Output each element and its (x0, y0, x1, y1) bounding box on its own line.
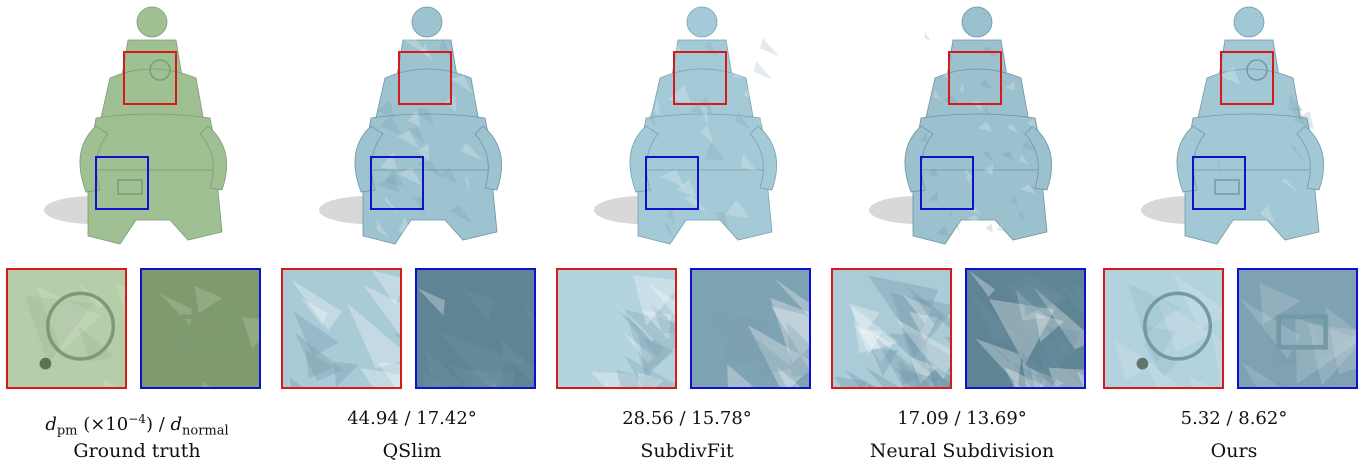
red-zoom-crop (281, 268, 402, 389)
metric-value: 17.09 / 13.69° (897, 408, 1027, 429)
method-label: QSlim (382, 440, 442, 462)
method-label: Ours (1210, 440, 1258, 462)
blue-zoom-crop (690, 268, 811, 389)
blue-zoom-crop (1237, 268, 1358, 389)
metric-value: 28.56 / 15.78° (622, 408, 752, 429)
red-zoom-crop (1103, 268, 1224, 389)
red-zoom-crop (831, 268, 952, 389)
gnome-render (825, 0, 1099, 260)
red-zoom-crop (6, 268, 127, 389)
gnome-render (1097, 0, 1371, 260)
column-subdivfit: 28.56 / 15.78° SubdivFit (550, 0, 824, 465)
gnome-render (550, 0, 824, 260)
red-zoom-crop (556, 268, 677, 389)
column-qslim: 44.94 / 17.42° QSlim (275, 0, 549, 465)
metric-header: dpm (×10−4) / dnormal (45, 412, 229, 439)
metric-value: 5.32 / 8.62° (1180, 408, 1288, 429)
column-neural-subdivision: 17.09 / 13.69° Neural Subdivision (825, 0, 1099, 465)
gnome-render (0, 0, 274, 260)
method-label: Ground truth (73, 440, 201, 462)
blue-zoom-crop (415, 268, 536, 389)
metric-value: 44.94 / 17.42° (347, 408, 477, 429)
gnome-render (275, 0, 549, 260)
column-ours: 5.32 / 8.62° Ours (1097, 0, 1371, 465)
method-label: SubdivFit (640, 440, 734, 462)
blue-zoom-crop (965, 268, 1086, 389)
method-label: Neural Subdivision (869, 440, 1055, 462)
blue-zoom-crop (140, 268, 261, 389)
column-ground-truth: dpm (×10−4) / dnormal Ground truth (0, 0, 274, 465)
